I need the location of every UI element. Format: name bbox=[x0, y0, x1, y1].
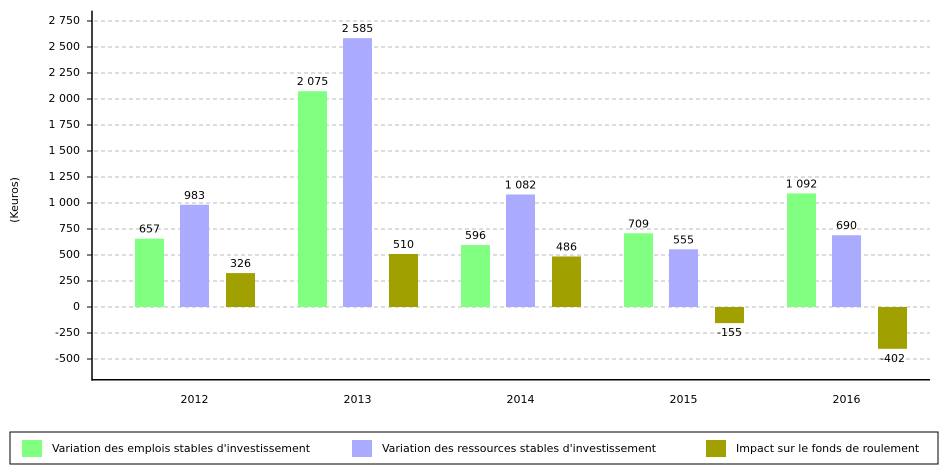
bar bbox=[506, 194, 535, 307]
bar bbox=[298, 91, 327, 307]
data-label: 555 bbox=[673, 233, 694, 246]
y-tick-label: -500 bbox=[55, 352, 80, 365]
y-tick-label: 500 bbox=[59, 248, 80, 261]
bar bbox=[461, 245, 490, 307]
data-label: 510 bbox=[393, 238, 414, 251]
data-label: -402 bbox=[880, 352, 905, 365]
bar bbox=[832, 235, 861, 307]
bar bbox=[715, 307, 744, 324]
y-tick-label: 2 000 bbox=[49, 92, 81, 105]
data-label: 1 092 bbox=[786, 177, 818, 190]
bar bbox=[624, 233, 653, 307]
legend-label: Variation des ressources stables d'inves… bbox=[382, 442, 657, 455]
y-tick-label: 2 250 bbox=[49, 66, 81, 79]
data-label: 2 075 bbox=[297, 75, 329, 88]
bar bbox=[135, 238, 164, 307]
data-label: 486 bbox=[556, 240, 577, 253]
data-label: -155 bbox=[717, 326, 742, 339]
bar bbox=[552, 256, 581, 307]
bar bbox=[343, 38, 372, 307]
y-tick-label: 1 500 bbox=[49, 144, 81, 157]
data-label: 596 bbox=[465, 229, 486, 242]
data-label: 657 bbox=[139, 223, 160, 236]
data-label: 983 bbox=[184, 189, 205, 202]
y-tick-label: -250 bbox=[55, 326, 80, 339]
x-tick-label: 2015 bbox=[670, 393, 698, 406]
legend-swatch bbox=[706, 440, 726, 457]
bar bbox=[669, 249, 698, 307]
y-axis-label: (Keuros) bbox=[8, 177, 21, 223]
legend-swatch bbox=[22, 440, 42, 457]
x-tick-label: 2016 bbox=[833, 393, 861, 406]
legend-label: Impact sur le fonds de roulement bbox=[736, 442, 920, 455]
x-tick-label: 2012 bbox=[181, 393, 209, 406]
legend-box bbox=[9, 431, 939, 465]
data-label: 690 bbox=[836, 219, 857, 232]
x-tick-label: 2014 bbox=[507, 393, 535, 406]
y-tick-label: 2 750 bbox=[49, 14, 81, 27]
y-tick-label: 750 bbox=[59, 222, 80, 235]
data-label: 709 bbox=[628, 217, 649, 230]
y-tick-label: 2 500 bbox=[49, 40, 81, 53]
legend-label: Variation des emplois stables d'investis… bbox=[52, 442, 311, 455]
y-tick-label: 1 750 bbox=[49, 118, 81, 131]
data-label: 2 585 bbox=[342, 22, 374, 35]
bar bbox=[787, 193, 816, 307]
bar bbox=[389, 253, 418, 307]
bar bbox=[180, 204, 209, 307]
y-tick-label: 0 bbox=[73, 300, 80, 313]
y-tick-label: 250 bbox=[59, 274, 80, 287]
legend-swatch bbox=[352, 440, 372, 457]
data-label: 326 bbox=[230, 257, 251, 270]
y-tick-label: 1 000 bbox=[49, 196, 81, 209]
y-tick-label: 1 250 bbox=[49, 170, 81, 183]
bar bbox=[226, 273, 255, 307]
bar bbox=[878, 307, 907, 349]
data-label: 1 082 bbox=[505, 178, 537, 191]
x-tick-label: 2013 bbox=[344, 393, 372, 406]
